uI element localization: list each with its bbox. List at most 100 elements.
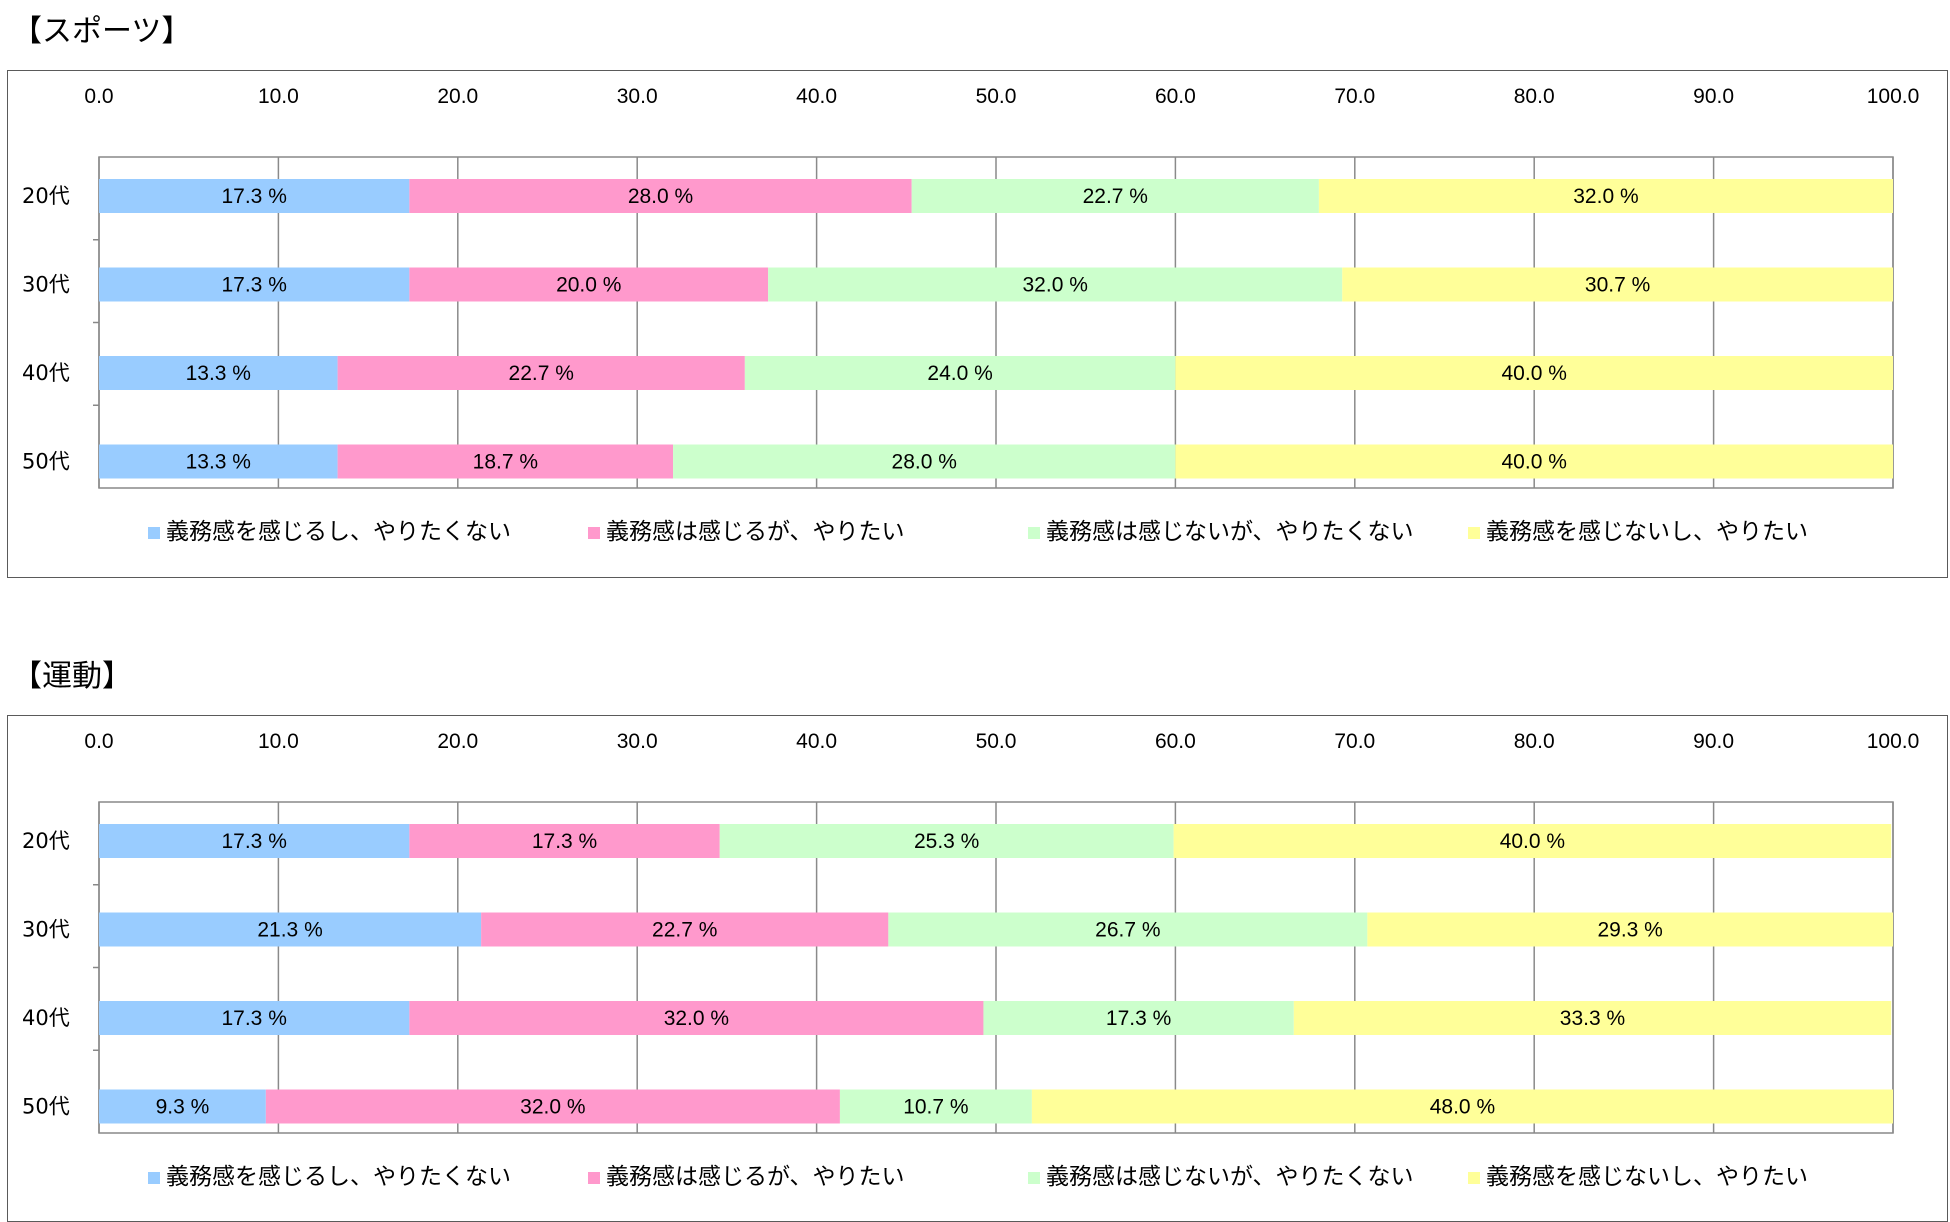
x-tick-label: 60.0 — [1155, 85, 1196, 108]
bar-segment — [409, 824, 720, 858]
legend-swatch — [148, 527, 160, 539]
bar-segment — [99, 179, 410, 213]
bar-segment — [409, 267, 769, 302]
x-tick-label: 40.0 — [796, 85, 837, 108]
category-label: 20代 — [22, 829, 70, 853]
bar-segment — [1367, 912, 1893, 947]
bar-segment — [99, 824, 410, 858]
bar-segment — [1342, 267, 1893, 302]
data-label: 40.0 % — [1500, 830, 1565, 853]
chart-2-title: 【運動】 — [12, 659, 132, 694]
data-label: 17.3 % — [221, 830, 286, 853]
bar-segment — [337, 356, 745, 390]
chart-1-frame: 0.0 10.0 20.0 30.0 40.0 50.0 60.0 70.0 80.0 90.0 1… — [7, 70, 1948, 578]
data-label: 17.3 % — [532, 830, 597, 853]
x-tick-label: 10.0 — [258, 85, 299, 108]
x-tick-label: 20.0 — [437, 730, 478, 753]
bar-segment — [1031, 1089, 1893, 1124]
data-label: 18.7 % — [473, 451, 538, 474]
x-tick-label: 80.0 — [1514, 85, 1555, 108]
data-label: 30.7 % — [1585, 274, 1650, 297]
bar-segment — [99, 356, 338, 390]
data-label: 22.7 % — [509, 362, 574, 385]
bar-segment — [839, 1089, 1032, 1124]
bar-segment — [888, 912, 1368, 947]
bar-segment — [99, 1089, 266, 1124]
x-tick-label: 20.0 — [437, 85, 478, 108]
bar-segment — [1318, 179, 1893, 213]
chart-1-title: 【スポーツ】 — [12, 14, 192, 49]
legend-swatch — [1468, 1172, 1480, 1184]
data-label: 25.3 % — [914, 830, 979, 853]
x-tick-label: 100.0 — [1867, 730, 1920, 753]
data-label: 40.0 % — [1502, 362, 1567, 385]
data-label: 28.0 % — [628, 185, 693, 208]
bar-segment — [1175, 444, 1893, 479]
category-label: 40代 — [22, 1006, 70, 1030]
legend-swatch — [588, 527, 600, 539]
data-label: 17.3 % — [221, 185, 286, 208]
bar-segment — [1293, 1001, 1892, 1035]
data-label: 24.0 % — [927, 362, 992, 385]
legend-label: 義務感は感じるが、やりたい — [606, 519, 905, 545]
legend-label: 義務感を感じないし、やりたい — [1486, 1164, 1808, 1190]
chart-1-svg: 0.0 10.0 20.0 30.0 40.0 50.0 60.0 70.0 80.0 90.0 1… — [22, 85, 1920, 545]
data-label: 40.0 % — [1502, 451, 1567, 474]
bar-segment — [911, 179, 1319, 213]
category-label: 50代 — [22, 450, 70, 474]
data-label: 21.3 % — [257, 919, 322, 942]
x-tick-label: 30.0 — [617, 85, 658, 108]
x-tick-label: 50.0 — [976, 85, 1017, 108]
data-label: 48.0 % — [1430, 1096, 1495, 1119]
legend-swatch — [1468, 527, 1480, 539]
data-label: 13.3 % — [186, 362, 251, 385]
legend-label: 義務感は感じるが、やりたい — [606, 1164, 905, 1190]
data-label: 20.0 % — [556, 274, 621, 297]
legend-label: 義務感を感じるし、やりたくない — [166, 1164, 511, 1190]
bar-segment — [1175, 356, 1893, 390]
bar-segment — [1173, 824, 1892, 858]
data-label: 33.3 % — [1560, 1007, 1625, 1030]
data-label: 17.3 % — [221, 274, 286, 297]
category-label: 20代 — [22, 184, 70, 208]
chart-2-frame: 0.0 10.0 20.0 30.0 40.0 50.0 60.0 70.0 80.0 90.0 1… — [7, 715, 1948, 1222]
data-label: 10.7 % — [903, 1096, 968, 1119]
x-tick-label: 30.0 — [617, 730, 658, 753]
bar-segment — [673, 444, 1176, 479]
category-label: 30代 — [22, 918, 70, 942]
x-tick-label: 50.0 — [976, 730, 1017, 753]
x-tick-label: 90.0 — [1693, 730, 1734, 753]
x-tick-label: 0.0 — [84, 730, 113, 753]
x-tick-label: 40.0 — [796, 730, 837, 753]
chart-2-svg: 0.0 10.0 20.0 30.0 40.0 50.0 60.0 70.0 80.0 90.0 1… — [22, 730, 1920, 1190]
data-label: 29.3 % — [1597, 919, 1662, 942]
data-label: 32.0 % — [1573, 185, 1638, 208]
bar-segment — [983, 1001, 1294, 1035]
legend-swatch — [588, 1172, 600, 1184]
x-tick-label: 100.0 — [1867, 85, 1920, 108]
x-tick-label: 60.0 — [1155, 730, 1196, 753]
legend-swatch — [148, 1172, 160, 1184]
category-label: 40代 — [22, 361, 70, 385]
legend-swatch — [1028, 1172, 1040, 1184]
data-label: 17.3 % — [221, 1007, 286, 1030]
category-label: 30代 — [22, 273, 70, 297]
data-label: 17.3 % — [1106, 1007, 1171, 1030]
data-label: 9.3 % — [156, 1096, 210, 1119]
data-label: 13.3 % — [186, 451, 251, 474]
data-label: 32.0 % — [520, 1096, 585, 1119]
bar-segment — [744, 356, 1176, 390]
bar-segment — [719, 824, 1174, 858]
bar-segment — [99, 267, 410, 302]
bar-segment — [337, 444, 674, 479]
bar-segment — [481, 912, 889, 947]
bar-segment — [409, 1001, 984, 1035]
data-label: 32.0 % — [664, 1007, 729, 1030]
data-label: 28.0 % — [892, 451, 957, 474]
legend-label: 義務感を感じるし、やりたくない — [166, 519, 511, 545]
bar-segment — [768, 267, 1343, 302]
x-tick-label: 70.0 — [1334, 730, 1375, 753]
bar-segment — [409, 179, 912, 213]
bar-segment — [265, 1089, 840, 1124]
legend-swatch — [1028, 527, 1040, 539]
